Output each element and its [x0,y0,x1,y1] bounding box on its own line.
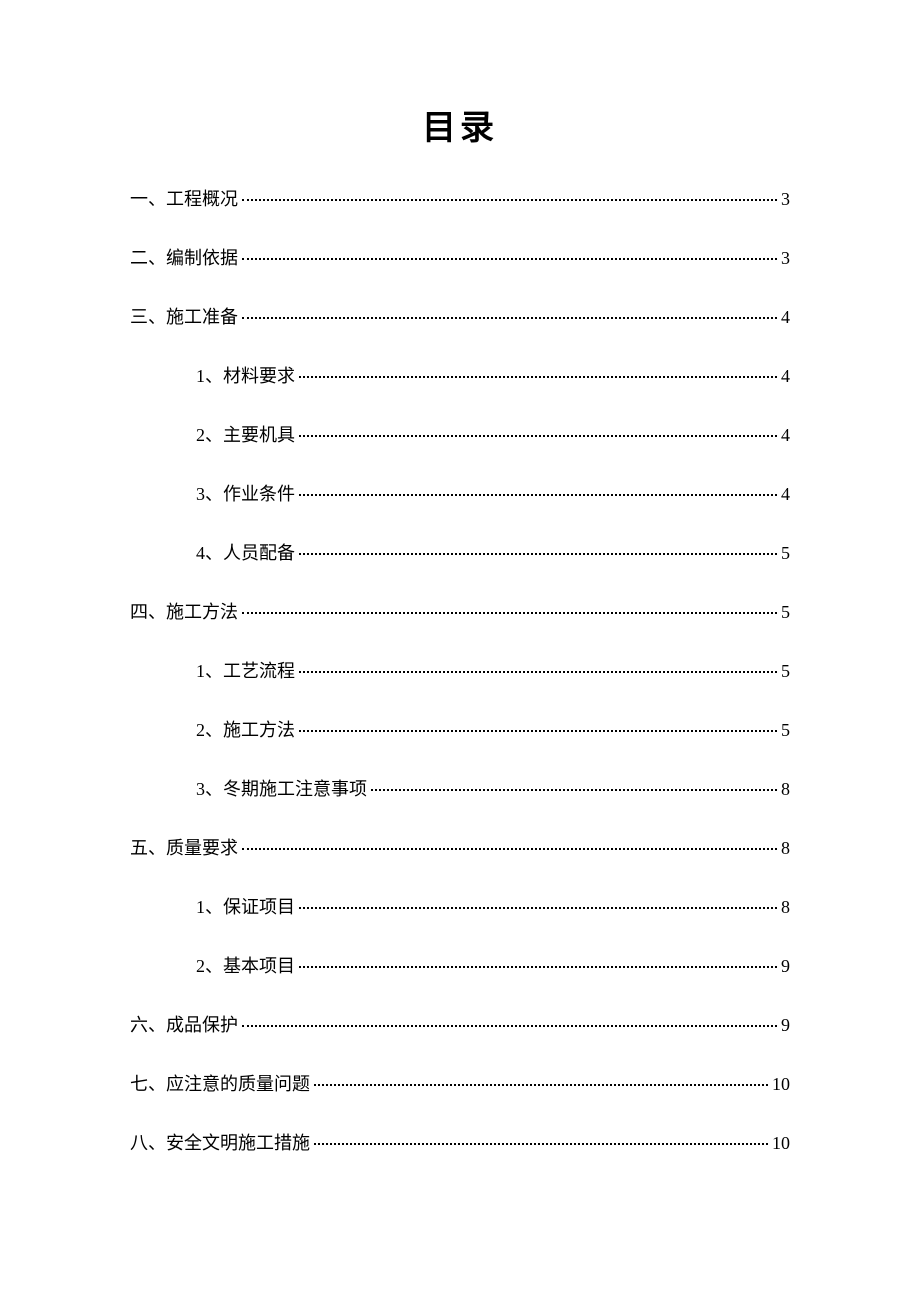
toc-entry-label: 三、施工准备 [130,303,238,329]
toc-entry-label: 六、成品保护 [130,1011,238,1037]
toc-entry-label: 一、工程概况 [130,185,238,211]
toc-entry: 六、成品保护 9 [130,1011,790,1037]
toc-entry-label: 1、工艺流程 [196,657,295,683]
toc-entry-label: 五、质量要求 [130,834,238,860]
toc-entry: 2、主要机具 4 [130,421,790,447]
toc-entry-label: 3、作业条件 [196,480,295,506]
toc-leader-dots [299,435,777,437]
toc-entry-label: 1、保证项目 [196,893,295,919]
toc-entry-page: 8 [781,838,790,859]
toc-entry: 3、冬期施工注意事项 8 [130,775,790,801]
toc-entry-page: 9 [781,956,790,977]
toc-entry-page: 10 [772,1133,790,1154]
toc-entry-page: 3 [781,248,790,269]
toc-entry-page: 8 [781,897,790,918]
toc-entry-page: 5 [781,602,790,623]
toc-entry: 2、基本项目 9 [130,952,790,978]
toc-leader-dots [242,258,777,260]
toc-entry-page: 5 [781,543,790,564]
toc-entry-page: 4 [781,366,790,387]
toc-leader-dots [314,1143,768,1145]
toc-entry-label: 2、基本项目 [196,952,295,978]
toc-entry: 2、施工方法 5 [130,716,790,742]
toc-entry: 四、施工方法 5 [130,598,790,624]
toc-entry: 二、编制依据 3 [130,244,790,270]
toc-entry-page: 9 [781,1015,790,1036]
toc-entry: 七、应注意的质量问题 10 [130,1070,790,1096]
toc-leader-dots [371,789,777,791]
toc-entry-page: 5 [781,720,790,741]
toc-entry: 1、保证项目 8 [130,893,790,919]
toc-leader-dots [299,376,777,378]
toc-entry: 五、质量要求 8 [130,834,790,860]
toc-entry: 1、工艺流程 5 [130,657,790,683]
toc-entry-page: 4 [781,484,790,505]
toc-entry-label: 四、施工方法 [130,598,238,624]
toc-entry-page: 8 [781,779,790,800]
toc-entry-label: 八、安全文明施工措施 [130,1129,310,1155]
toc-entry-page: 4 [781,425,790,446]
toc-leader-dots [299,966,777,968]
toc-entry-label: 1、材料要求 [196,362,295,388]
toc-entry-page: 4 [781,307,790,328]
toc-entry: 4、人员配备 5 [130,539,790,565]
toc-leader-dots [242,848,777,850]
toc-entry: 八、安全文明施工措施 10 [130,1129,790,1155]
toc-entry-label: 七、应注意的质量问题 [130,1070,310,1096]
toc-entry: 1、材料要求 4 [130,362,790,388]
toc-entry-label: 4、人员配备 [196,539,295,565]
toc-leader-dots [314,1084,768,1086]
toc-leader-dots [299,553,777,555]
toc-entry: 三、施工准备 4 [130,303,790,329]
toc-leader-dots [299,907,777,909]
toc-entry-label: 2、施工方法 [196,716,295,742]
toc-leader-dots [242,199,777,201]
toc-leader-dots [299,730,777,732]
toc-leader-dots [242,1025,777,1027]
toc-entry-label: 2、主要机具 [196,421,295,447]
toc-entry-page: 5 [781,661,790,682]
table-of-contents: 一、工程概况3二、编制依据3三、施工准备41、材料要求42、主要机具43、作业条… [130,185,790,1155]
toc-entry-label: 3、冬期施工注意事项 [196,775,367,801]
toc-leader-dots [299,671,777,673]
toc-entry-page: 3 [781,189,790,210]
toc-leader-dots [299,494,777,496]
toc-entry: 3、作业条件 4 [130,480,790,506]
toc-leader-dots [242,317,777,319]
toc-entry-label: 二、编制依据 [130,244,238,270]
toc-entry: 一、工程概况 3 [130,185,790,211]
page-title: 目录 [130,100,790,149]
toc-leader-dots [242,612,777,614]
toc-entry-page: 10 [772,1074,790,1095]
